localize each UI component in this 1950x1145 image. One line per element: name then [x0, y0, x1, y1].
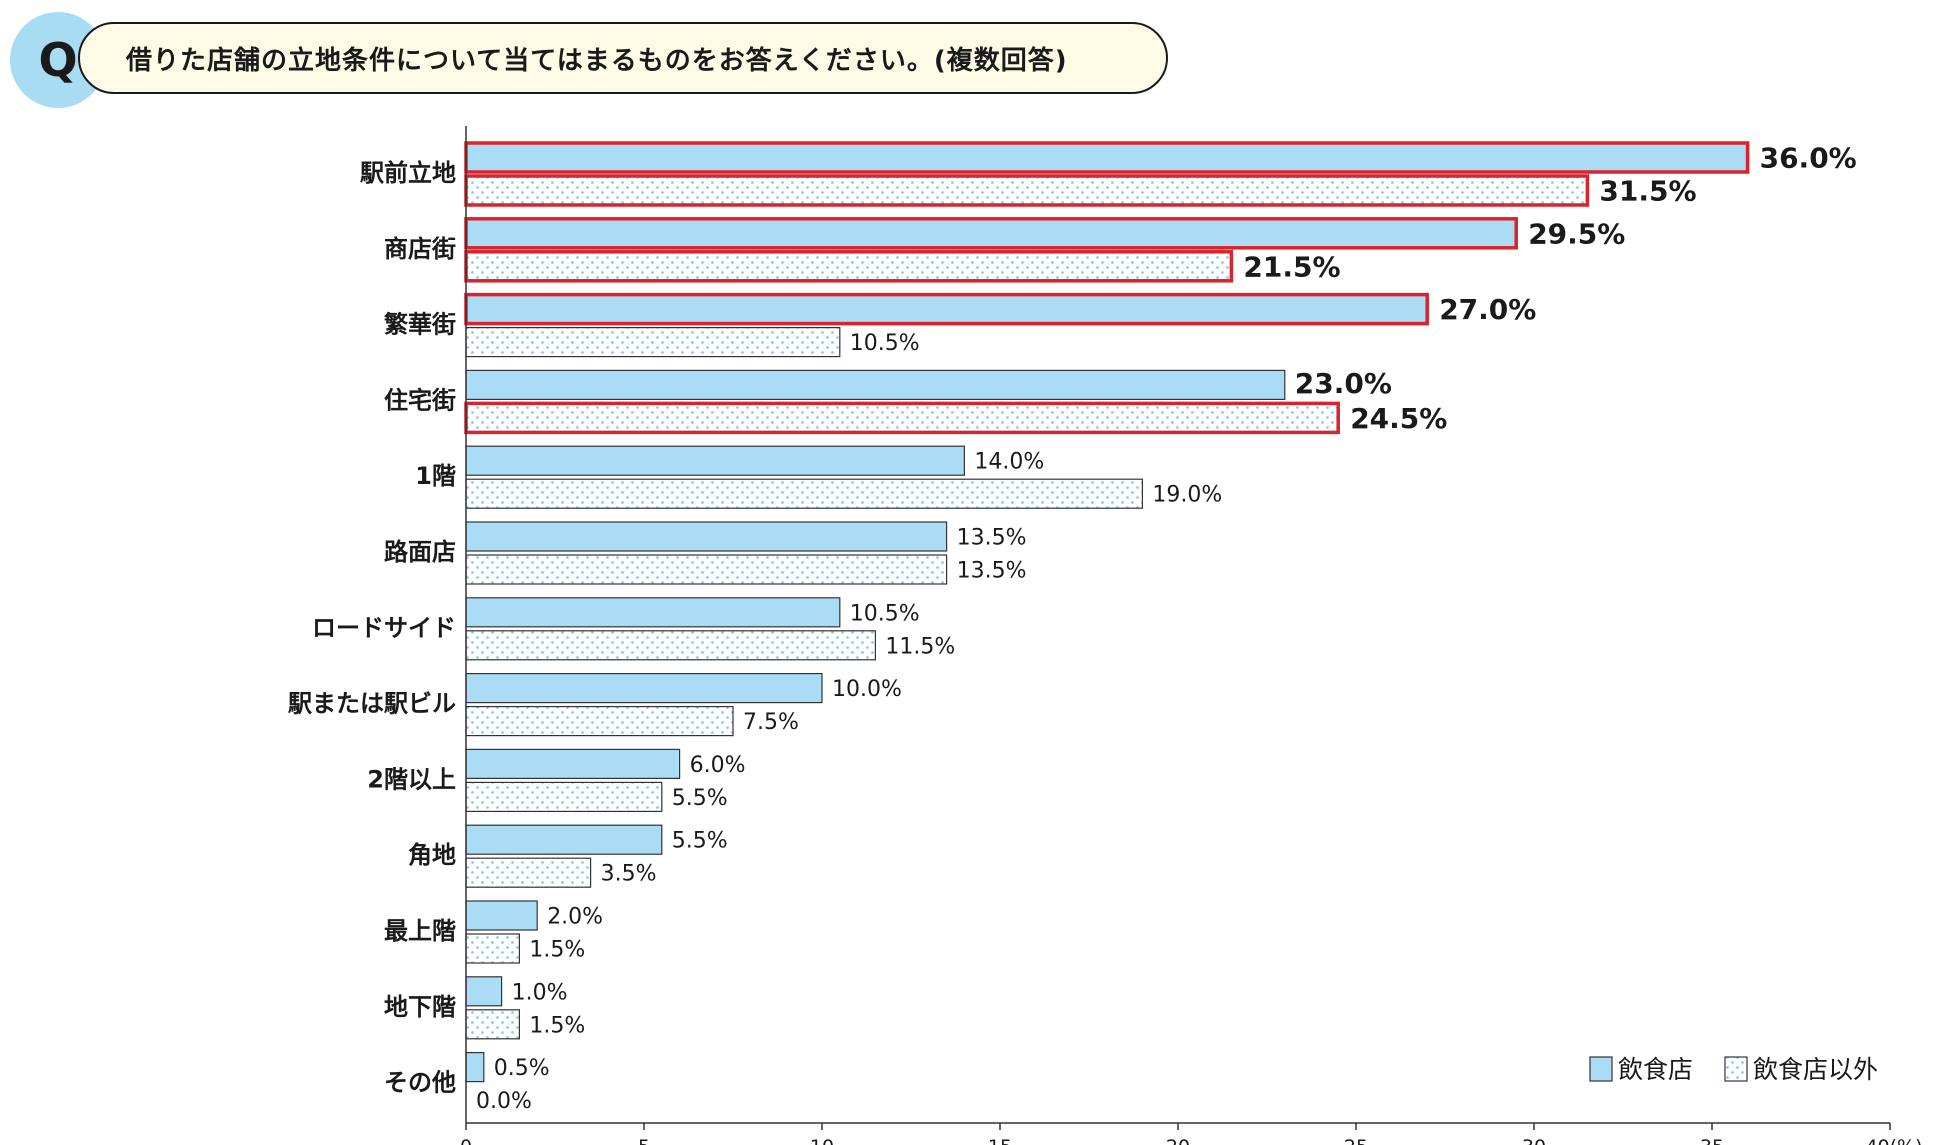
data-label: 3.5% — [601, 862, 657, 887]
data-label: 0.0% — [476, 1089, 532, 1114]
bar-series2 — [464, 250, 1234, 283]
legend-label-series1: 飲食店 — [1618, 1055, 1693, 1084]
data-label: 13.5% — [957, 559, 1027, 584]
bar-series2 — [465, 781, 663, 813]
x-tick-label: 25 — [1344, 1136, 1368, 1145]
bar-series2 — [465, 857, 592, 888]
category-label: 駅前立地 — [360, 159, 456, 187]
x-tick-label: 20 — [1166, 1136, 1190, 1145]
legend-swatch-series2 — [1724, 1056, 1748, 1082]
bar-series2 — [464, 401, 1340, 435]
data-label: 2.0% — [547, 905, 603, 930]
data-label: 13.5% — [957, 526, 1027, 551]
bar-series2 — [465, 630, 876, 661]
data-label: 1.5% — [529, 1013, 585, 1038]
data-label: 1.0% — [512, 980, 568, 1005]
category-label: 1階 — [415, 462, 456, 490]
bar-series1 — [464, 141, 1750, 174]
data-label: 19.0% — [1152, 483, 1222, 508]
bar-series1 — [465, 521, 948, 552]
bar-series2 — [464, 174, 1590, 207]
data-label: 6.0% — [690, 753, 746, 778]
data-label: 24.5% — [1350, 402, 1447, 435]
data-label: 23.0% — [1295, 367, 1392, 400]
data-label: 10.0% — [832, 677, 902, 702]
data-label: 11.5% — [885, 634, 955, 659]
x-tick-label: 35 — [1700, 1136, 1724, 1145]
bar-series2 — [465, 933, 521, 964]
category-label: 住宅街 — [384, 386, 456, 414]
data-label: 14.0% — [974, 450, 1044, 475]
legend-label-series2: 飲食店以外 — [1753, 1055, 1878, 1084]
data-label: 0.5% — [494, 1056, 550, 1081]
x-tick-label: 5 — [638, 1136, 650, 1145]
bar-series1 — [465, 976, 503, 1007]
bar-series1 — [465, 369, 1286, 400]
category-label: 2階以上 — [367, 765, 456, 793]
question-text: 借りた店舗の立地条件について当てはまるものをお答えください。(複数回答) — [78, 22, 1168, 94]
data-label: 36.0% — [1760, 142, 1857, 175]
data-label: 21.5% — [1243, 250, 1340, 283]
bar-series1 — [465, 445, 965, 476]
data-label: 7.5% — [743, 710, 799, 735]
data-label: 1.5% — [529, 938, 585, 963]
category-label: 地下階 — [384, 993, 456, 1021]
data-label: 10.5% — [850, 331, 920, 356]
bar-series1 — [465, 900, 538, 931]
data-label: 29.5% — [1528, 217, 1625, 250]
category-label: 商店街 — [384, 235, 456, 263]
data-label: 5.5% — [672, 829, 728, 854]
bar-series1 — [464, 292, 1429, 326]
x-tick-label: 0 — [460, 1136, 472, 1145]
data-label: 5.5% — [672, 786, 728, 811]
bar-series1 — [465, 597, 841, 628]
legend-swatch-series1 — [1589, 1056, 1613, 1082]
data-label: 10.5% — [850, 601, 920, 626]
category-label: その他 — [384, 1069, 456, 1097]
bar-series1 — [465, 748, 681, 780]
category-label: 角地 — [408, 841, 456, 869]
bar-series1 — [465, 824, 663, 855]
x-tick-label: 15 — [988, 1136, 1012, 1145]
bar-series2 — [465, 327, 841, 358]
category-label: ロードサイド — [312, 614, 456, 642]
category-label: 繁華街 — [384, 311, 456, 339]
category-label: 最上階 — [384, 917, 456, 945]
data-label: 27.0% — [1439, 293, 1536, 326]
bar-series1 — [465, 672, 823, 704]
bar-series1 — [464, 217, 1518, 250]
x-tick-label: 10 — [810, 1136, 834, 1145]
bar-series2 — [465, 705, 734, 737]
bar-series2 — [465, 554, 948, 585]
x-tick-label: 40(%) — [1865, 1136, 1922, 1145]
data-label: 31.5% — [1599, 175, 1696, 208]
category-label: 駅または駅ビル — [288, 690, 456, 718]
x-tick-label: 30 — [1522, 1136, 1546, 1145]
bar-series2 — [465, 478, 1144, 509]
bar-series1 — [465, 1051, 485, 1083]
bar-series2 — [465, 1009, 521, 1040]
category-label: 路面店 — [384, 538, 456, 566]
